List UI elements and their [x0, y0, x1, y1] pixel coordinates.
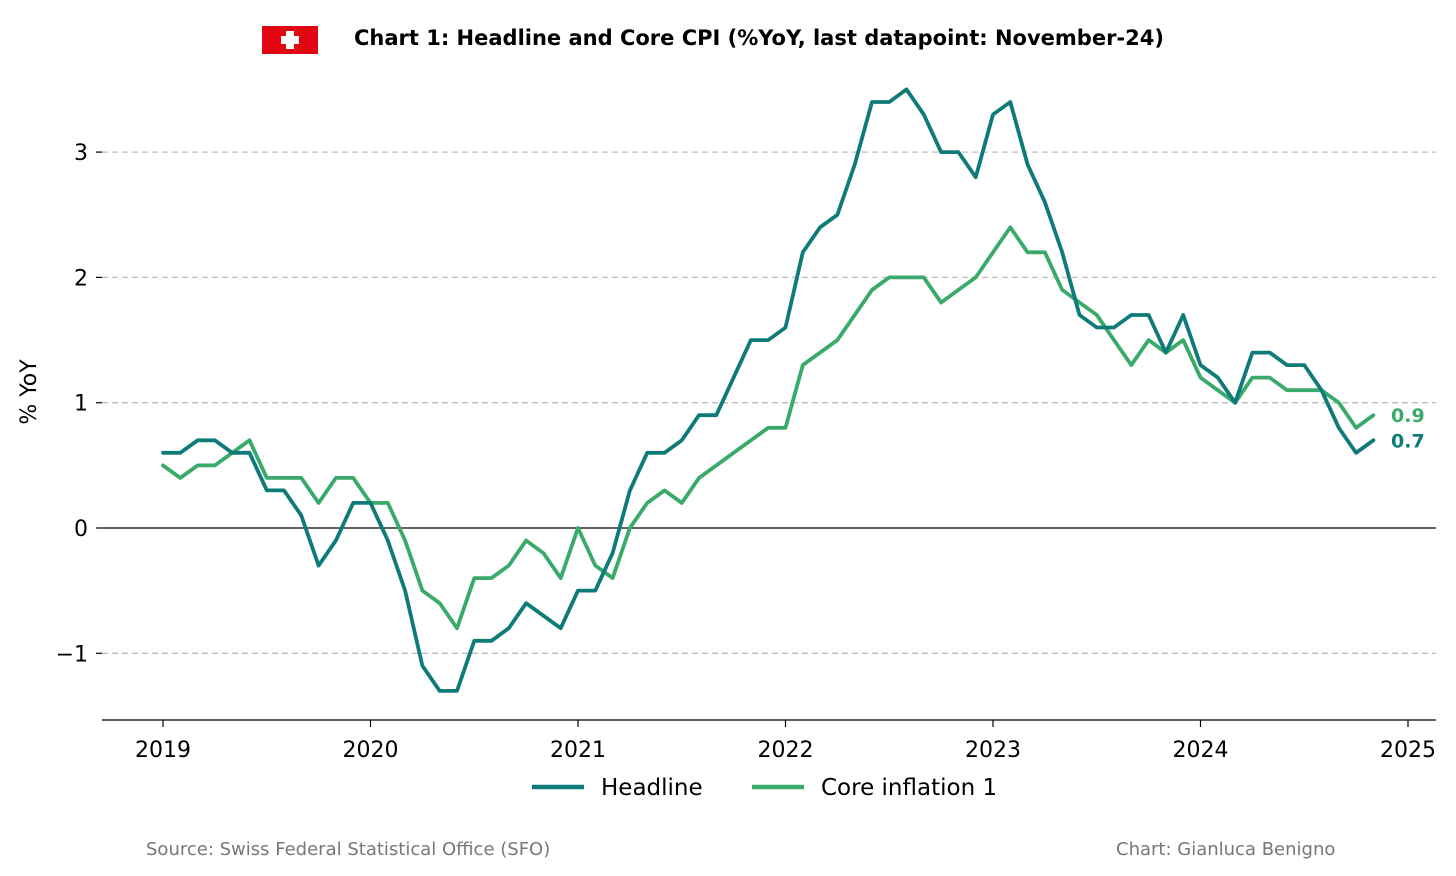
legend-label-headline: Headline: [601, 775, 703, 801]
gridlines: [102, 151, 1436, 654]
x-tick-label: 2021: [550, 738, 606, 763]
x-tick-label: 2019: [135, 738, 191, 763]
chart-header: Chart 1: Headline and Core CPI (%YoY, la…: [262, 26, 1164, 54]
series-lines: [161, 87, 1376, 693]
y-tick-label: 1: [74, 392, 88, 417]
end-labels: 0.70.9: [1391, 405, 1425, 452]
axes: −1 0 1 2 3 2019 2020 2021 2022 2023 2024 2025: [56, 141, 1436, 763]
x-tick-label: 2023: [965, 738, 1021, 763]
chart-credit: Chart: Gianluca Benigno: [1116, 839, 1335, 860]
y-tick-label: 2: [74, 266, 88, 291]
y-tick-label: 3: [74, 141, 88, 166]
flag-cross-horizontal: [281, 36, 299, 44]
end-label-headline: 0.7: [1391, 430, 1425, 452]
x-tick-label: 2022: [758, 738, 814, 763]
y-tick-label: 0: [74, 517, 88, 542]
legend: Headline Core inflation 1: [532, 775, 997, 801]
series-line-headline: [161, 87, 1376, 693]
y-tick-label: −1: [56, 642, 88, 667]
series-line-core-inflation: [161, 225, 1376, 631]
x-tick-label: 2024: [1173, 738, 1229, 763]
chart-title: Chart 1: Headline and Core CPI (%YoY, la…: [354, 26, 1164, 50]
end-label-core-inflation: 0.9: [1391, 405, 1425, 427]
x-tick-label: 2020: [343, 738, 399, 763]
source-note: Source: Swiss Federal Statistical Office…: [146, 839, 550, 860]
y-axis-label: % YoY: [17, 359, 42, 425]
legend-label-core: Core inflation 1: [821, 775, 997, 801]
x-tick-label: 2025: [1380, 738, 1436, 763]
